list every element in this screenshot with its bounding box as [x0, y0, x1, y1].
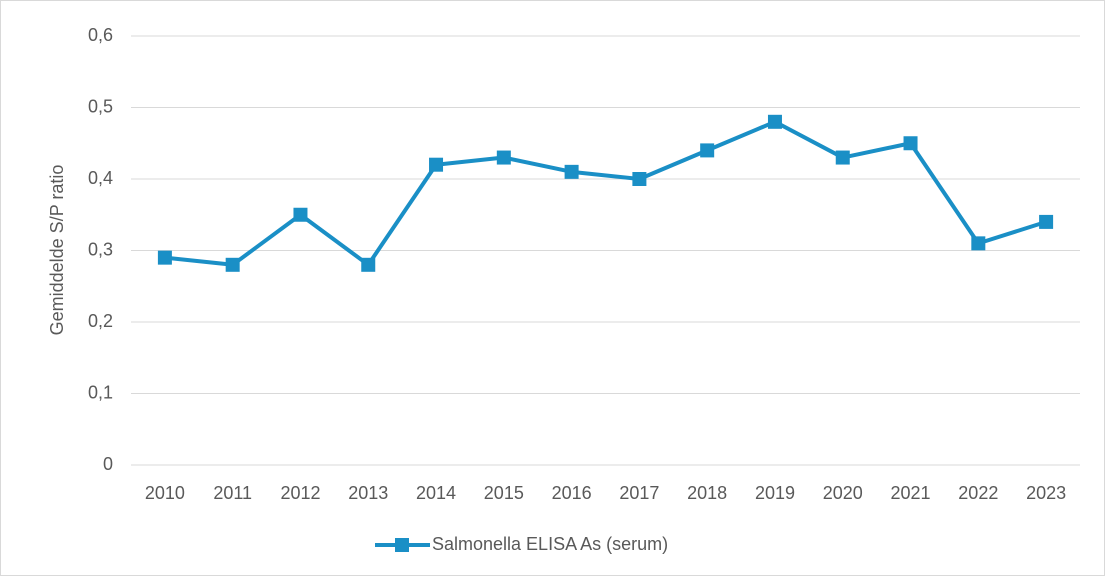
point-marker	[361, 257, 376, 272]
point-marker	[632, 172, 647, 186]
x-tick-label: 2012	[280, 483, 320, 503]
y-tick-label: 0,1	[88, 382, 113, 402]
x-tick-label: 2011	[213, 483, 252, 503]
series-line	[164, 119, 1047, 267]
point-marker	[1039, 214, 1054, 229]
x-tick-label: 2017	[619, 483, 659, 503]
point-marker	[564, 164, 579, 179]
legend-marker	[395, 538, 409, 552]
point-marker	[903, 136, 918, 151]
y-tick-label: 0,2	[88, 311, 113, 331]
y-axis-label: Gemiddelde S/P ratio	[47, 165, 67, 336]
point-marker	[293, 207, 308, 222]
y-tick-label: 0	[103, 454, 113, 474]
x-tick-label: 2018	[687, 483, 727, 503]
x-tick-label: 2015	[484, 483, 524, 503]
x-tick-label: 2022	[958, 483, 998, 503]
x-tick-label: 2021	[891, 483, 931, 503]
legend-label: Salmonella ELISA As (serum)	[432, 534, 668, 554]
y-tick-label: 0,6	[88, 25, 113, 45]
y-tick-label: 0,5	[88, 96, 113, 116]
x-tick-label: 2023	[1026, 483, 1066, 503]
point-marker	[767, 114, 782, 129]
point-marker	[225, 257, 240, 272]
x-tick-label: 2013	[348, 483, 388, 503]
point-marker	[157, 250, 172, 265]
x-tick-label: 2016	[552, 483, 592, 503]
point-marker	[700, 143, 715, 158]
x-tick-label: 2014	[416, 483, 456, 503]
x-tick-label: 2019	[755, 483, 795, 503]
y-tick-label: 0,3	[88, 239, 113, 259]
x-tick-label: 2020	[823, 483, 863, 503]
x-tick-label: 2010	[145, 483, 185, 503]
point-marker	[971, 236, 986, 251]
point-marker	[835, 150, 850, 165]
y-tick-label: 0,4	[88, 168, 113, 188]
point-marker	[496, 150, 511, 165]
point-marker	[429, 157, 444, 172]
